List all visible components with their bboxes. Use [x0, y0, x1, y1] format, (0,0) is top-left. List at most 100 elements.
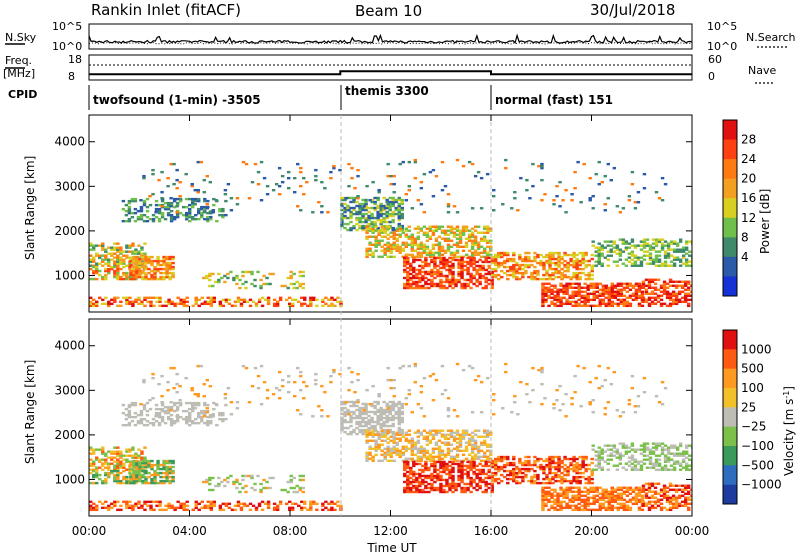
power-cell: [429, 250, 432, 252]
power-cell: [371, 236, 374, 238]
power-cell: [415, 259, 418, 261]
velocity-cell: [368, 446, 371, 448]
power-cell: [424, 281, 427, 283]
power-cell: [607, 240, 610, 242]
velocity-cell: [578, 472, 581, 474]
power-cell: [385, 199, 388, 201]
y-tick-label-2000: 2000: [54, 224, 85, 238]
velocity-cell: [167, 406, 170, 408]
power-cell: [477, 242, 480, 244]
velocity-cell: [415, 463, 418, 465]
power-cell: [524, 256, 527, 258]
power-cell: [213, 297, 216, 299]
power-cell: [170, 202, 173, 204]
power-cell: [166, 177, 169, 179]
velocity-cell: [451, 475, 454, 477]
power-cell: [175, 169, 178, 171]
power-cell: [162, 272, 165, 274]
power-cell: [368, 228, 371, 230]
power-cell: [575, 272, 578, 274]
power-cell: [347, 185, 350, 187]
power-cell: [564, 189, 567, 191]
power-cell: [418, 265, 421, 267]
velocity-cell: [512, 456, 515, 458]
power-cell: [110, 246, 113, 248]
velocity-cell: [113, 501, 116, 503]
power-cell: [101, 276, 104, 278]
power-cell: [92, 299, 95, 301]
power-cell: [657, 289, 660, 291]
velocity-cell: [426, 456, 429, 458]
power-cell: [679, 238, 682, 240]
power-cell: [521, 264, 524, 266]
power-cell: [472, 267, 475, 269]
velocity-cell: [447, 430, 450, 432]
power-cell: [596, 305, 599, 307]
velocity-cell: [420, 446, 423, 448]
power-cell: [619, 211, 622, 213]
velocity-cell: [134, 402, 137, 404]
velocity-cell: [460, 461, 463, 463]
power-cell: [554, 268, 557, 270]
power-cell: [176, 202, 179, 204]
velocity-cell: [465, 458, 468, 460]
power-cell: [491, 260, 494, 262]
power-cell: [501, 203, 504, 205]
power-cell: [317, 201, 320, 203]
power-cell: [175, 211, 178, 213]
power-cell: [125, 210, 128, 212]
velocity-cell: [132, 470, 135, 472]
velocity-cell: [206, 420, 209, 422]
power-cell: [601, 244, 604, 246]
power-cell: [448, 265, 451, 267]
power-cell: [481, 275, 484, 277]
power-cell: [95, 266, 98, 268]
power-cell: [625, 246, 628, 248]
power-cell: [287, 171, 290, 173]
velocity-cell: [119, 472, 122, 474]
velocity-cell: [92, 470, 95, 472]
velocity-cell: [515, 472, 518, 474]
velocity-cell: [430, 483, 433, 485]
velocity-cell: [122, 412, 125, 414]
power-cell: [450, 226, 453, 228]
velocity-cell: [617, 487, 620, 489]
velocity-cell: [393, 436, 396, 438]
power-cell: [424, 271, 427, 273]
power-cell: [170, 214, 173, 216]
power-cell: [598, 246, 601, 248]
power-cell: [552, 199, 555, 201]
velocity-cell: [352, 401, 355, 403]
velocity-cell: [521, 476, 524, 478]
velocity-cell: [617, 493, 620, 495]
velocity-cell: [632, 503, 635, 505]
velocity-cell: [101, 507, 104, 509]
power-cell: [134, 198, 137, 200]
velocity-cell: [247, 475, 250, 477]
power-cell: [489, 246, 492, 248]
power-cell: [607, 259, 610, 261]
velocity-cell: [98, 478, 101, 480]
mode-label-themis: themis 3300: [345, 84, 429, 98]
power-cell: [447, 203, 450, 205]
power-cell: [447, 234, 450, 236]
power-cell: [610, 255, 613, 257]
power-cell: [159, 268, 162, 270]
velocity-cell: [200, 410, 203, 412]
power-cell: [451, 263, 454, 265]
power-cell: [361, 221, 364, 223]
power-cell: [139, 199, 142, 201]
power-cell: [396, 244, 399, 246]
power-cell: [89, 265, 92, 267]
power-cell: [257, 171, 260, 173]
power-cell: [164, 218, 167, 220]
power-cell: [613, 261, 616, 263]
power-cell: [475, 285, 478, 287]
power-cell: [299, 283, 302, 285]
velocity-cell: [101, 463, 104, 465]
power-cell: [586, 293, 589, 295]
power-cell: [543, 193, 546, 195]
velocity-cell: [259, 489, 262, 491]
velocity-cell: [554, 472, 557, 474]
velocity-cell: [393, 460, 396, 462]
